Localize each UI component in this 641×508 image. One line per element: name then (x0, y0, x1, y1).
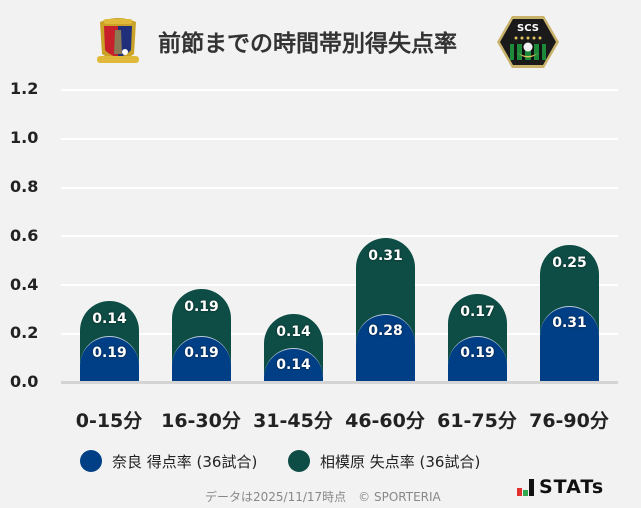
gridline (61, 89, 618, 91)
stats-brand-text: STATs (539, 476, 605, 498)
gridline (61, 187, 618, 189)
y-tick-label: 0.8 (10, 177, 39, 196)
data-source-note: データは2025/11/17時点 © SPORTERIA (205, 490, 441, 504)
gridline (61, 333, 618, 335)
logo-bar-red-icon (517, 488, 522, 496)
bar-value-label: 0.14 (276, 356, 311, 373)
bar-segment-nara-scoring[interactable] (80, 335, 139, 382)
logo-bar-green-icon (523, 490, 528, 496)
bar-value-label: 0.19 (184, 344, 219, 361)
x-tick-label: 61-75分 (437, 410, 517, 432)
y-tick-label: 0.4 (10, 275, 39, 294)
x-tick-label: 76-90分 (529, 410, 609, 432)
stats-brand-logo: STATs (517, 476, 605, 498)
legend-dot-icon (80, 450, 102, 472)
legend-label: 奈良 得点率 (36試合) (112, 452, 258, 471)
y-tick-label: 1.0 (10, 128, 39, 147)
bar-segment-nara-scoring[interactable] (356, 313, 415, 382)
bar-value-label: 0.19 (184, 299, 219, 316)
scs-sagamihara-crest-icon: SCS (496, 14, 560, 70)
bar-value-label: 0.19 (460, 344, 495, 361)
bar-value-label: 0.28 (368, 322, 403, 339)
x-tick-label: 31-45分 (253, 410, 333, 432)
nara-club-crest-icon (94, 14, 142, 68)
gridline (61, 235, 618, 237)
x-tick-label: 16-30分 (161, 410, 241, 432)
page-title: 前節までの時間帯別得失点率 (158, 31, 457, 57)
bar-value-label: 0.17 (460, 304, 495, 321)
legend-item-sagamihara-conceding[interactable]: 相模原 失点率 (36試合) (288, 449, 480, 473)
legend-label: 相模原 失点率 (36試合) (320, 452, 481, 471)
y-tick-label: 0.2 (10, 323, 39, 342)
chart-header: 前節までの時間帯別得失点率 SCS (0, 0, 641, 80)
legend-item-nara-scoring[interactable]: 奈良 得点率 (36試合) (80, 449, 257, 473)
x-tick-label: 0-15分 (75, 410, 143, 432)
y-tick-label: 0.0 (10, 372, 39, 391)
bar-value-label: 0.31 (368, 247, 403, 264)
x-tick-label: 46-60分 (345, 410, 425, 432)
bar-value-label: 0.25 (552, 255, 587, 272)
gridline (61, 284, 618, 286)
bar-value-label: 0.14 (92, 311, 127, 328)
gridline (61, 138, 618, 140)
bar-segment-nara-scoring[interactable] (540, 306, 599, 382)
y-tick-label: 1.2 (10, 79, 39, 98)
bar-value-label: 0.19 (92, 344, 127, 361)
y-tick-label: 0.6 (10, 226, 39, 245)
bar-segment-nara-scoring[interactable] (448, 335, 507, 382)
bar-value-label: 0.31 (552, 315, 587, 332)
logo-bar-black-icon (529, 479, 534, 496)
bar-segment-nara-scoring[interactable] (172, 335, 231, 382)
svg-text:SCS: SCS (517, 23, 539, 34)
legend-dot-icon (288, 450, 310, 472)
x-axis-line (61, 381, 618, 384)
bar-value-label: 0.14 (276, 323, 311, 340)
